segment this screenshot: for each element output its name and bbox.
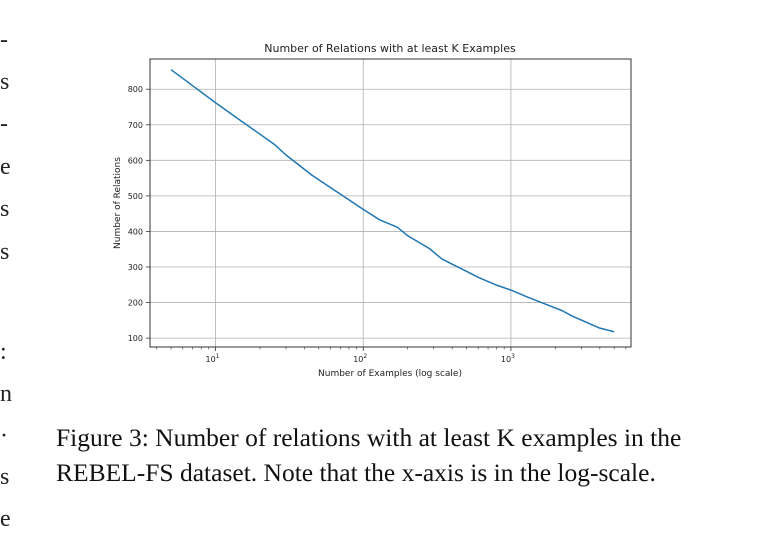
x-tick-label: 101 xyxy=(206,353,220,364)
figure-caption: Figure 3: Number of relations with at le… xyxy=(56,423,682,487)
left-fragment: n xyxy=(0,381,12,407)
x-tick-label: 102 xyxy=(353,353,367,364)
y-tick-label: 700 xyxy=(128,121,143,130)
left-fragment: · xyxy=(0,423,8,449)
left-fragment: e xyxy=(0,506,11,532)
y-tick-label: 600 xyxy=(128,156,143,165)
x-tick-label-base: 10 xyxy=(501,355,511,364)
x-tick-label-base: 10 xyxy=(206,355,216,364)
y-tick-label: 100 xyxy=(128,334,143,343)
y-tick-label: 200 xyxy=(128,299,143,308)
chart-title: Number of Relations with at least K Exam… xyxy=(264,42,516,55)
left-fragment: s xyxy=(0,69,10,95)
left-fragment: - xyxy=(0,111,8,137)
y-axis-label: Number of Relations xyxy=(113,157,123,249)
relations-chart-figure: Number of Relations with at least K Exam… xyxy=(110,38,640,383)
left-fragment: s xyxy=(0,239,10,265)
x-tick-label-exponent: 2 xyxy=(363,353,367,360)
plot-frame xyxy=(149,58,632,348)
x-tick-label: 103 xyxy=(501,353,515,364)
x-tick-label-base: 10 xyxy=(353,355,363,364)
x-tick-label-exponent: 3 xyxy=(511,353,515,360)
left-fragment: e xyxy=(0,154,11,180)
left-fragment: : xyxy=(0,339,7,365)
x-axis-label: Number of Examples (log scale) xyxy=(318,369,462,379)
y-tick-label: 300 xyxy=(128,263,143,272)
y-tick-label: 800 xyxy=(128,85,143,94)
left-column-text-fragments: - s - e s s: n · s e xyxy=(0,0,30,554)
series-line xyxy=(170,69,615,333)
x-tick-label-exponent: 1 xyxy=(216,353,220,360)
left-fragment: - xyxy=(0,27,8,53)
relations-line-chart: Number of Relations with at least K Exam… xyxy=(113,42,632,379)
y-tick-label: 400 xyxy=(128,227,143,236)
grid-layer xyxy=(150,59,631,347)
left-fragment: s xyxy=(0,464,10,490)
y-tick-label: 500 xyxy=(128,192,143,201)
series-layer xyxy=(170,69,615,333)
left-fragment: s xyxy=(0,196,10,222)
